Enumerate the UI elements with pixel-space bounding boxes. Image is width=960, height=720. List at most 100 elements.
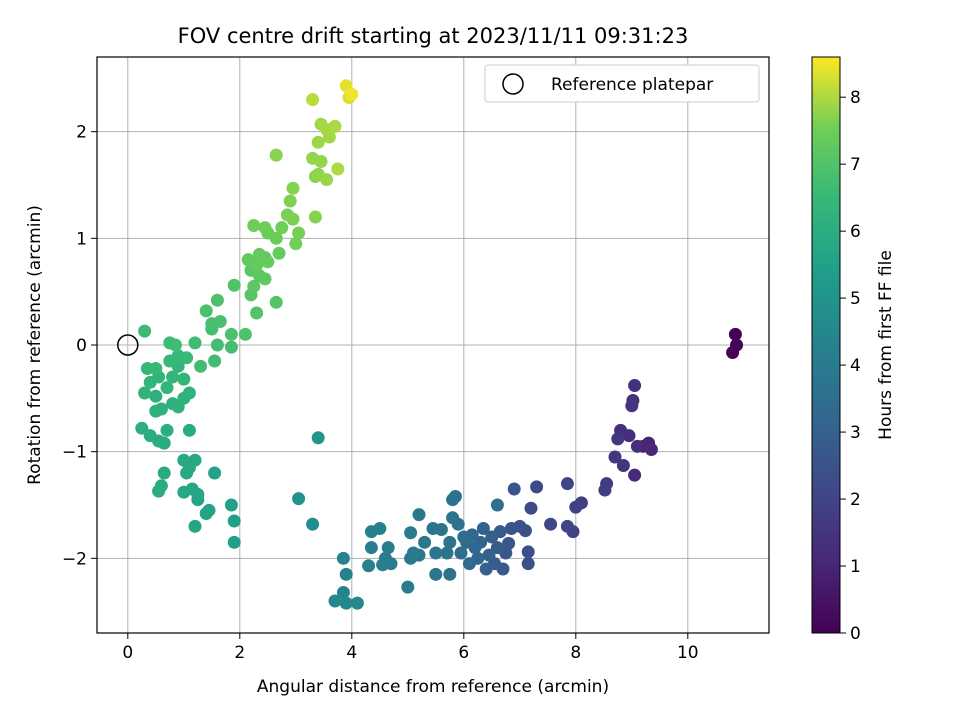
y-tick-label: 0 [76,336,87,356]
data-point [138,386,152,400]
data-point [362,559,376,573]
data-point [625,399,639,413]
data-point [194,359,208,373]
x-tick-label: 0 [122,643,133,663]
colorbar-label: Hours from first FF file [876,250,896,440]
data-point [726,345,740,359]
data-point [188,336,202,350]
data-point [306,517,320,531]
data-point [616,459,630,473]
data-point [177,453,191,467]
data-point [135,421,149,435]
data-point [381,541,395,555]
data-point [180,351,194,365]
y-axis-label: Rotation from reference (arcmin) [25,205,45,485]
data-point [485,530,499,544]
data-point [401,580,415,594]
data-point [224,498,238,512]
x-tick-label: 4 [346,643,357,663]
data-point [521,545,535,559]
data-point [182,423,196,437]
data-point [507,482,521,496]
data-point [213,315,227,329]
data-point [308,210,322,224]
data-point [160,381,174,395]
data-point [261,255,275,269]
data-point [177,485,191,499]
y-tick-label: 2 [76,123,87,143]
y-tick-label: 1 [76,229,87,249]
data-point [250,258,264,272]
colorbar-ticks: 0 1 2 3 4 5 6 7 8 [840,88,861,644]
data-point [149,389,163,403]
data-point [628,468,642,482]
data-point [283,194,297,208]
data-point [560,519,574,533]
data-point [429,567,443,581]
colorbar-tick-label: 6 [850,222,861,242]
data-point [339,567,353,581]
data-point [404,551,418,565]
grid-lines [97,57,769,633]
data-point [336,585,350,599]
data-point [328,119,342,133]
data-point [247,279,261,293]
data-point [611,432,625,446]
data-point [227,278,241,292]
data-point [630,439,644,453]
data-point [182,386,196,400]
x-tick-label: 2 [234,643,245,663]
data-point [328,594,342,608]
legend-marker-circle [502,73,524,95]
data-point [443,567,457,581]
data-point [269,148,283,162]
data-point [490,541,504,555]
data-point [177,372,191,386]
data-point [227,514,241,528]
x-axis-label: Angular distance from reference (arcmin) [257,677,609,697]
data-point [286,212,300,226]
legend-box [484,64,760,103]
data-point [560,477,574,491]
data-point [454,546,468,560]
data-point [364,525,378,539]
data-point [208,466,222,480]
data-point [247,219,261,233]
data-point [286,181,300,195]
data-point [339,596,353,610]
data-point [598,483,612,497]
data-point [457,530,471,544]
data-point [154,402,168,416]
data-point [530,480,544,494]
colorbar-tick-label: 4 [850,356,861,376]
data-point [476,521,490,535]
data-point [227,535,241,549]
x-tick-label: 10 [677,643,699,663]
data-point [258,272,272,286]
colorbar-tick-label: 0 [850,624,861,644]
data-point [157,466,171,480]
data-point [644,443,658,457]
data-point [628,379,642,393]
data-point [143,429,157,443]
data-point [275,221,289,235]
data-point [252,247,266,261]
data-point [306,93,320,107]
data-point [331,162,345,176]
colorbar-tick-label: 1 [850,557,861,577]
data-point [462,557,476,571]
data-point [490,498,504,512]
data-point [202,503,216,517]
data-point [269,295,283,309]
data-point [306,151,320,165]
data-point [208,354,222,368]
data-point [320,173,334,187]
data-point [160,423,174,437]
data-point [446,511,460,525]
reference-marker [117,334,139,356]
data-point [446,493,460,507]
data-point [728,327,742,341]
data-point [311,431,325,445]
legend-entry: Reference platepar [551,75,713,95]
colorbar-tick-label: 3 [850,423,861,443]
